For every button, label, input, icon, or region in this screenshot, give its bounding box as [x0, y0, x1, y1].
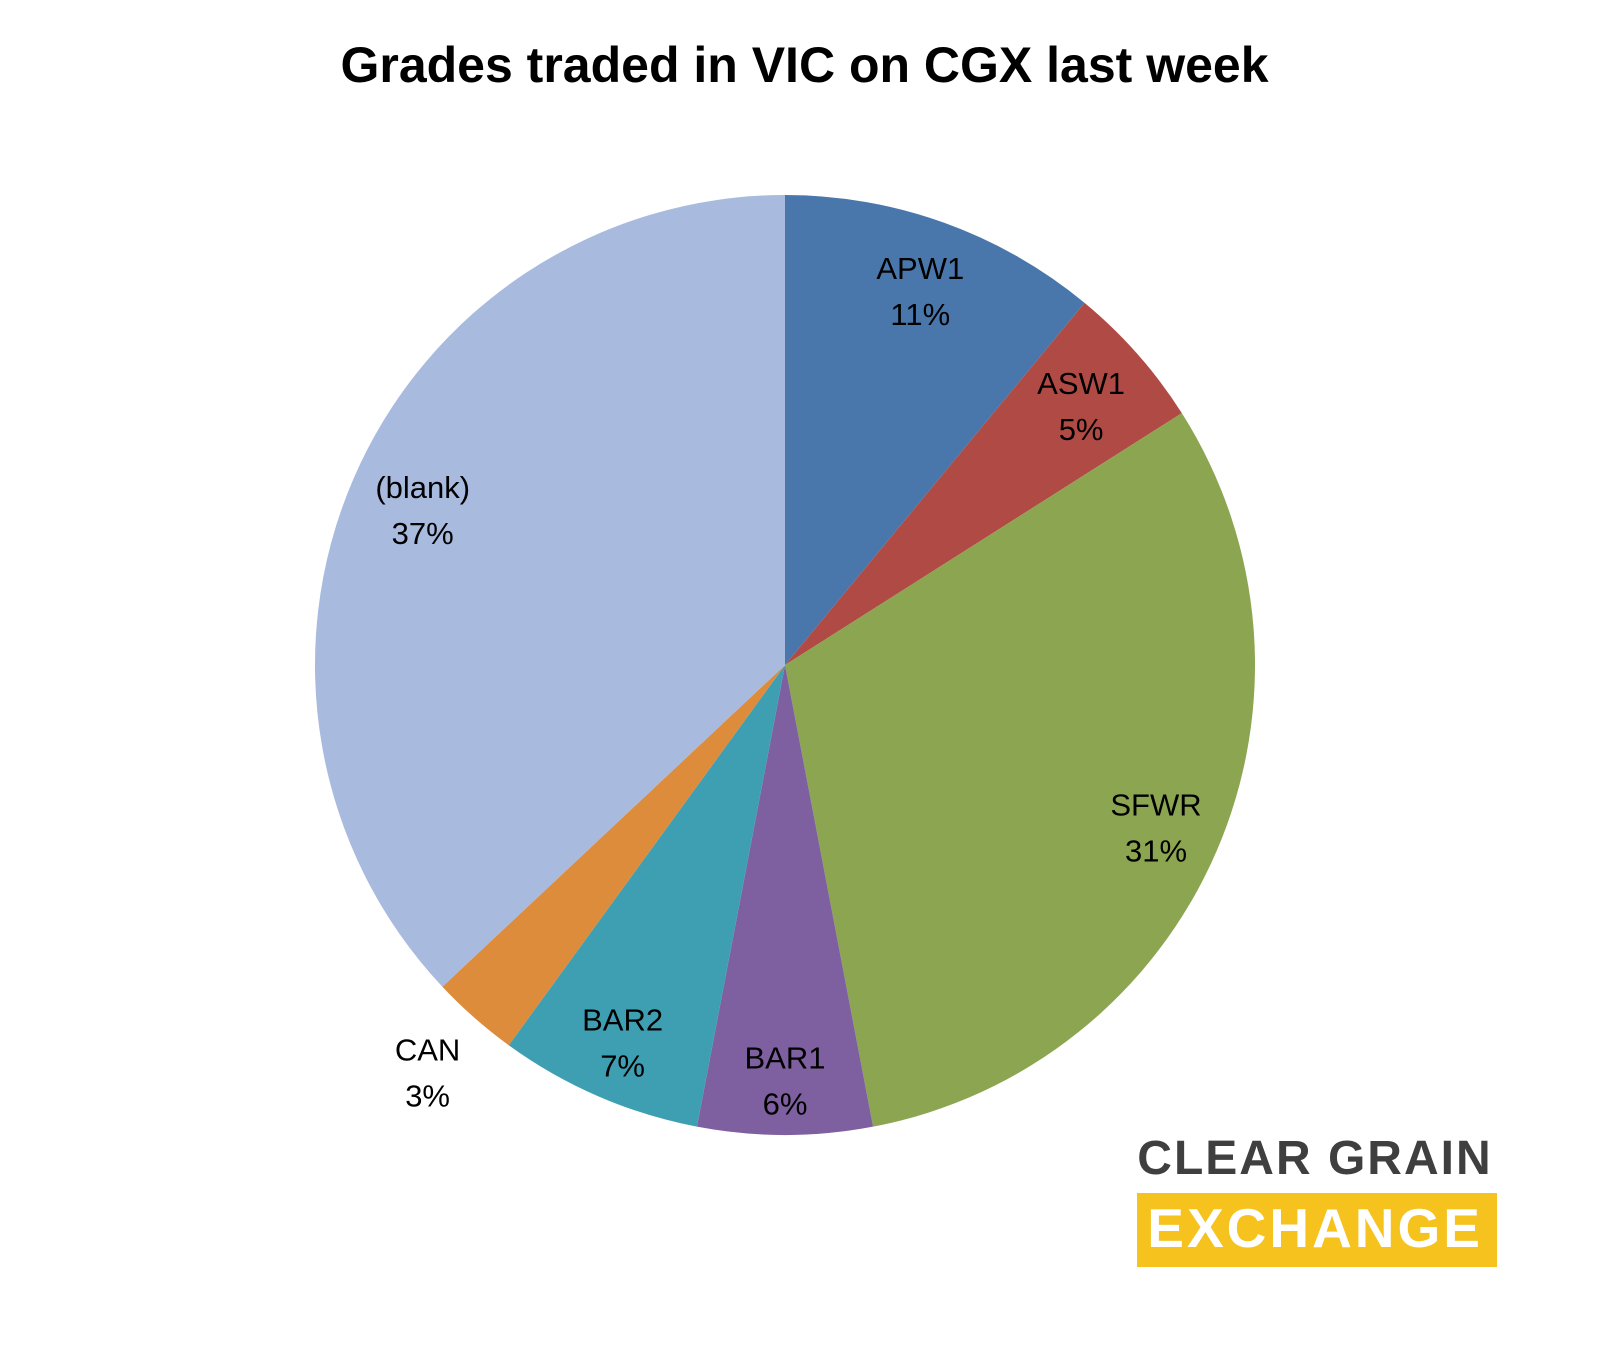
pie-label-sfwr: SFWR 31% [1110, 788, 1201, 869]
pie-slice-can [442, 665, 785, 1046]
pie-slice-sfwr [785, 413, 1255, 1127]
pie-label-apw1: APW1 11% [876, 251, 964, 332]
pie-label-bar2: BAR2 7% [582, 1002, 663, 1083]
logo-clear-grain-text: CLEAR GRAIN [1137, 1132, 1493, 1185]
pie-slice-bar2 [508, 665, 785, 1127]
logo-exchange-text: EXCHANGE [1137, 1193, 1497, 1267]
pie-slice-bar1 [696, 665, 874, 1136]
pie-label-can: CAN 3% [395, 1032, 460, 1113]
pie-slice-apw1 [785, 195, 1085, 665]
pie-slice-asw1 [785, 302, 1182, 665]
chart-title: Grades traded in VIC on CGX last week [340, 37, 1269, 93]
cgx-logo: CLEAR GRAIN EXCHANGE [1137, 1131, 1497, 1267]
pie-label-asw1: ASW1 5% [1037, 366, 1125, 447]
pie-label-blank: (blank) 37% [375, 470, 470, 551]
pie-label-bar1: BAR1 6% [745, 1041, 826, 1122]
pie-slice-blank [314, 195, 785, 987]
